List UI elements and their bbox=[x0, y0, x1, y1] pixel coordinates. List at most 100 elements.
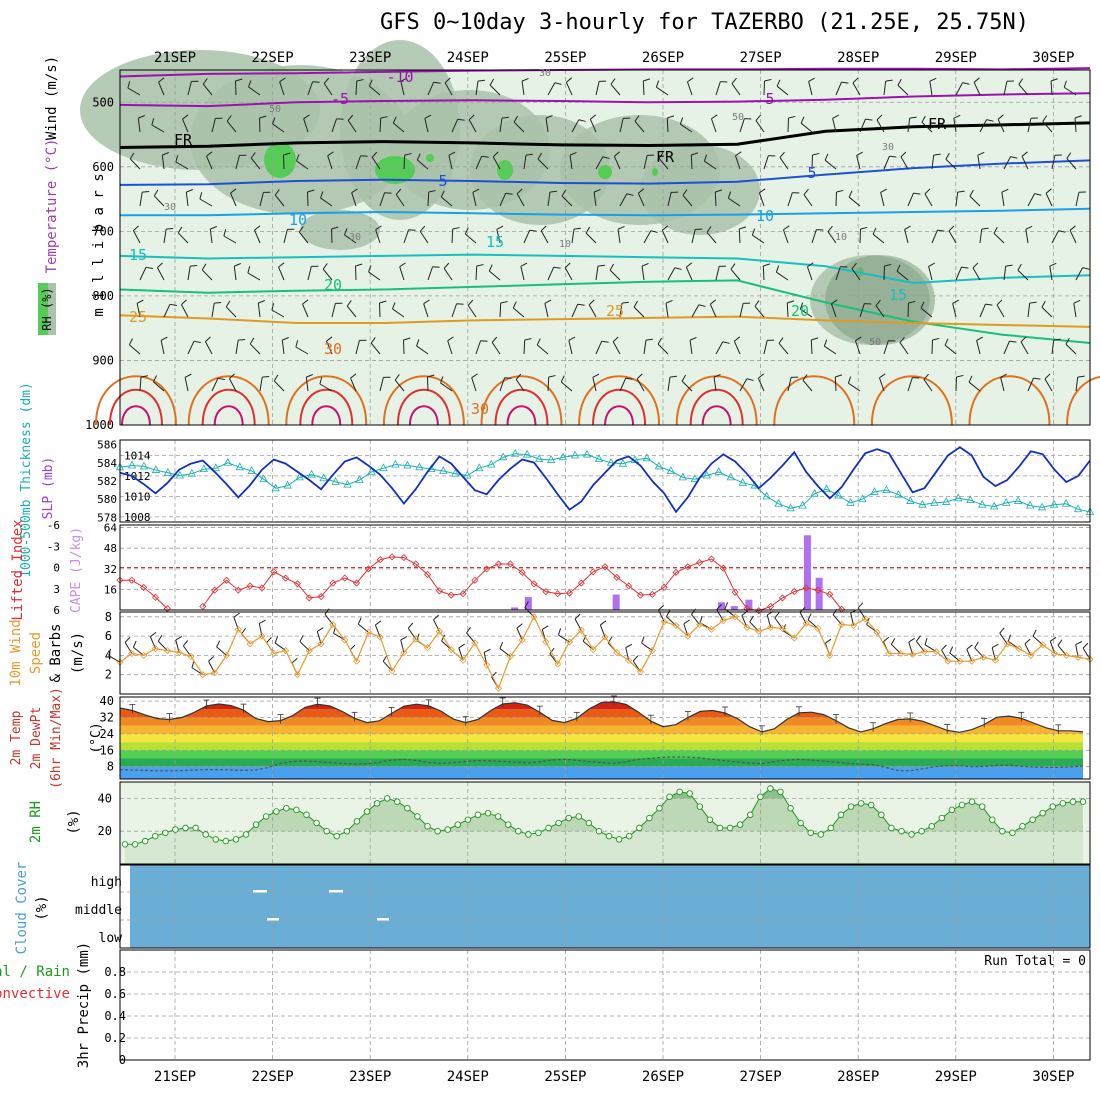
wind-speed-marker bbox=[376, 633, 384, 641]
contour-label: FR bbox=[656, 148, 675, 166]
thickness-marker bbox=[726, 472, 735, 481]
wind-barb-flag bbox=[679, 117, 684, 125]
wind-barb-flag bbox=[755, 114, 761, 121]
temp-band bbox=[120, 701, 1083, 710]
wind-barb bbox=[929, 81, 933, 96]
wind-barb bbox=[403, 229, 410, 244]
wind-barb-flag bbox=[593, 188, 601, 193]
rh-marker bbox=[746, 811, 754, 819]
wind-barb-flag bbox=[326, 336, 333, 342]
wind-speed-marker bbox=[1050, 649, 1059, 658]
wind-barb bbox=[520, 266, 525, 281]
wind-barb bbox=[298, 231, 309, 244]
wind-barb-flag bbox=[235, 78, 243, 82]
wind-barb-flag bbox=[554, 82, 562, 85]
wind-barb bbox=[499, 193, 507, 207]
li-marker bbox=[199, 602, 207, 611]
wind-barb-flag bbox=[722, 341, 730, 344]
wind-barb-flag bbox=[879, 373, 886, 379]
thickness-marker bbox=[271, 483, 280, 492]
wind-barb-flag bbox=[564, 262, 571, 269]
wind-barb-flag bbox=[807, 262, 814, 268]
rh-high-patch bbox=[375, 156, 415, 184]
wind-speed-marker bbox=[707, 625, 716, 633]
wind-barb-flag bbox=[476, 264, 484, 267]
thickness-marker bbox=[259, 474, 268, 483]
wind-barb-flag bbox=[210, 226, 217, 230]
rh-marker bbox=[767, 785, 774, 792]
wind-barb-flag bbox=[1063, 80, 1067, 88]
axis-label: RH (%) bbox=[40, 287, 54, 330]
surface-wind-barb-flag bbox=[999, 627, 1005, 634]
surface-wind-barb-flag bbox=[382, 655, 388, 662]
wind-barb bbox=[347, 120, 357, 133]
wind-barb-flag bbox=[419, 225, 426, 232]
thickness-marker bbox=[283, 480, 292, 489]
thickness-marker bbox=[942, 497, 951, 505]
contour-label: -10 bbox=[829, 232, 847, 243]
wind-barb bbox=[1074, 117, 1077, 133]
wind-barb bbox=[878, 377, 885, 392]
tick-label: 586 bbox=[97, 439, 117, 452]
thickness-marker bbox=[343, 479, 352, 488]
wind-barb-flag bbox=[1005, 264, 1013, 267]
wind-barb-flag bbox=[491, 336, 498, 343]
wind-barb-flag bbox=[876, 114, 883, 121]
wind-barb bbox=[344, 234, 357, 244]
wind-barb-flag bbox=[259, 115, 267, 119]
cape-bar bbox=[612, 594, 620, 610]
thickness-marker bbox=[223, 457, 232, 466]
wind-speed-marker bbox=[814, 624, 822, 632]
axis-label: Lifted Index bbox=[10, 519, 26, 620]
wind-barb-flag bbox=[715, 189, 723, 193]
wind-barb bbox=[416, 159, 429, 170]
wind-barb bbox=[326, 340, 333, 355]
wind-barb-flag bbox=[229, 373, 235, 380]
wind-barb-flag bbox=[763, 263, 771, 267]
li-cape-frame bbox=[119, 524, 1091, 611]
wind-barb-flag bbox=[249, 337, 255, 345]
wind-barb bbox=[202, 83, 213, 96]
thickness-marker bbox=[235, 462, 244, 471]
wind-barb bbox=[371, 157, 381, 170]
wind-barb bbox=[127, 87, 141, 96]
wind-speed-marker bbox=[1015, 645, 1023, 653]
wind-speed-marker bbox=[968, 657, 976, 665]
wind-barb-flag bbox=[933, 153, 941, 156]
wind-barb bbox=[419, 231, 429, 244]
wind-barb-flag bbox=[440, 190, 445, 198]
wind-barb bbox=[931, 155, 935, 170]
wind-barb bbox=[738, 228, 741, 244]
thickness-marker bbox=[391, 459, 400, 468]
wind-barb bbox=[710, 118, 717, 133]
wind-barb-flag bbox=[824, 153, 829, 161]
wind-barb-flag bbox=[860, 226, 868, 230]
wind-barb-flag bbox=[973, 77, 980, 83]
wind-barb-flag bbox=[985, 303, 993, 306]
wind-barb-flag bbox=[230, 188, 237, 194]
surface-wind-barb-flag bbox=[349, 644, 356, 651]
wind-speed-marker bbox=[494, 684, 503, 692]
wind-barb-flag bbox=[661, 225, 669, 231]
wind-barb bbox=[475, 156, 483, 170]
tick-label: 0.6 bbox=[104, 987, 126, 1001]
wind-barb bbox=[211, 303, 215, 318]
wind-barb bbox=[307, 81, 314, 96]
isotherm-cell bbox=[311, 405, 342, 426]
tick-label: 8 bbox=[105, 610, 112, 624]
wind-barb-flag bbox=[735, 151, 742, 157]
wind-barb bbox=[427, 82, 435, 96]
wind-barb-flag bbox=[706, 226, 712, 233]
rh-marker bbox=[1029, 816, 1036, 823]
wind-barb bbox=[681, 380, 693, 392]
isotherm-cell bbox=[94, 375, 177, 426]
thickness-marker bbox=[211, 463, 220, 472]
wind-barb bbox=[423, 303, 429, 318]
wind-barb-flag bbox=[162, 152, 169, 156]
wind-barb bbox=[399, 266, 405, 281]
wind-barb-flag bbox=[500, 301, 508, 304]
isotherm-cell bbox=[187, 375, 270, 426]
wind-barb-flag bbox=[847, 376, 852, 384]
axis-label: 3hr Precip (mm) bbox=[76, 942, 92, 1068]
wind-barb-flag bbox=[764, 78, 772, 82]
